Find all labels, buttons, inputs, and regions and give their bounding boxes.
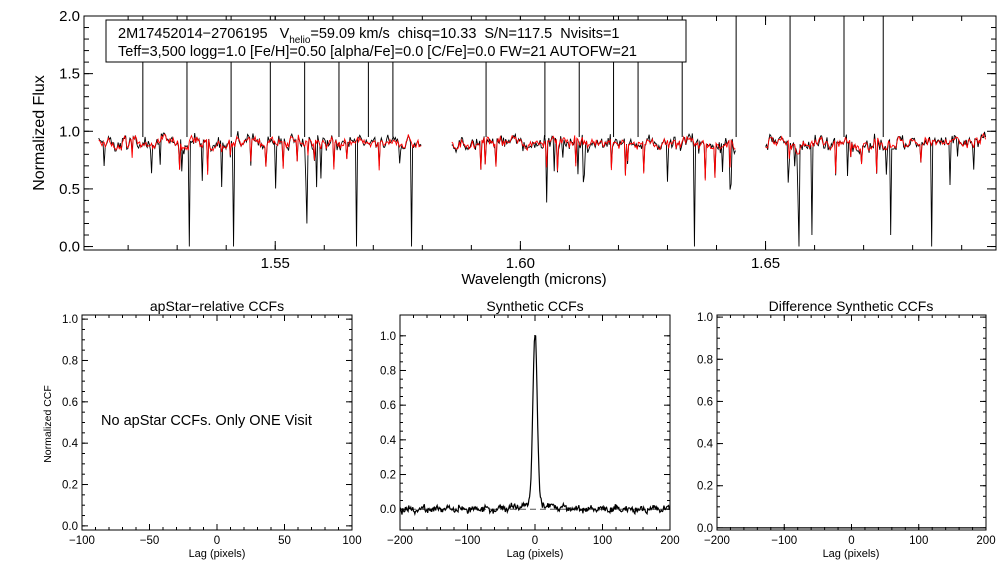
x-tick-label: −100 <box>771 535 797 547</box>
y-tick-label: 0.4 <box>697 439 714 451</box>
synthetic-ccf-xlabel: Lag (pixels) <box>507 548 564 560</box>
vhelio-subscript: helio <box>289 35 311 46</box>
difference-ccf-xlabel: Lag (pixels) <box>823 548 880 560</box>
y-tick-label: 0.6 <box>380 400 396 412</box>
spectrum-ylabel: Normalized Flux <box>31 75 48 191</box>
chisq-value: chisq=10.33 <box>398 26 477 42</box>
y-tick-label: 0.0 <box>380 504 396 516</box>
x-tick-label: −100 <box>455 535 481 547</box>
x-tick-label: 0 <box>214 535 220 547</box>
model-spectrum-line <box>451 134 736 181</box>
apstar-ccf-xlabel: Lag (pixels) <box>189 548 246 560</box>
ccf-peak-point <box>534 335 536 337</box>
spectrum-info-box: 2M17452014−2706195 Vhelio=59.09 km/s chisq… <box>105 19 687 63</box>
y-tick-label: 0.8 <box>380 365 396 377</box>
synthetic-ccf-panel: Synthetic CCFs −200 −100 0 100 200 0.0 0.2 0.4 0… <box>380 298 680 560</box>
y-tick-label: 0.0 <box>59 239 80 256</box>
x-tick-label: 200 <box>660 535 679 547</box>
y-tick-label: 0.6 <box>697 396 713 408</box>
y-tick-label: 1.0 <box>380 331 396 343</box>
spectrum-frame <box>83 15 997 251</box>
y-tick-label: 0.2 <box>380 470 396 482</box>
x-tick-label: −100 <box>69 535 95 547</box>
spectrum-axes: 1.55 1.60 1.65 0.0 0.5 1.0 1.5 2.0 <box>59 8 996 272</box>
synthetic-ccf-line <box>399 335 671 517</box>
apstar-ccf-ylabel: Normalized CCF <box>42 385 54 463</box>
difference-ccf-frame <box>716 314 987 531</box>
y-tick-label: 0.8 <box>697 354 713 366</box>
apstar-ccf-panel: apStar−relative CCFs −100 −50 0 50 100 0.0 0.2… <box>42 298 362 560</box>
y-tick-label: 1.5 <box>59 66 80 83</box>
observed-spectrum-line <box>98 131 422 247</box>
synthetic-ccf-axes: −200 −100 0 100 200 0.0 0.2 0.4 0.6 0.8 1.0 <box>380 315 680 547</box>
spectrum-xlabel: Wavelength (microns) <box>461 271 606 288</box>
difference-ccf-axes: −200 −100 0 100 200 0.0 0.2 0.4 0.6 0.8 1.0 <box>697 312 996 547</box>
x-tick-label: 1.65 <box>751 255 780 272</box>
synthetic-ccf-frame <box>399 314 671 531</box>
x-tick-label: 50 <box>278 535 291 547</box>
y-tick-label: 0.6 <box>62 397 78 409</box>
x-tick-label: −200 <box>704 535 730 547</box>
apstar-ccf-message: No apStar CCFs. Only ONE Visit <box>101 413 312 429</box>
x-tick-label: 0 <box>848 535 854 547</box>
y-tick-label: 0.0 <box>697 523 713 535</box>
x-tick-label: 1.55 <box>261 255 290 272</box>
difference-ccf-title: Difference Synthetic CCFs <box>769 298 934 314</box>
x-tick-label: 100 <box>342 535 361 547</box>
synthetic-ccf-traces <box>399 335 671 517</box>
info-line-1: 2M17452014−2706195 Vhelio=59.09 km/s chisq… <box>118 26 619 46</box>
x-tick-label: 0 <box>532 535 538 547</box>
y-tick-label: 0.5 <box>59 181 80 198</box>
vhelio-label: V <box>280 26 290 42</box>
x-tick-label: −50 <box>140 535 160 547</box>
apstar-ccf-title: apStar−relative CCFs <box>150 298 284 314</box>
y-tick-label: 1.0 <box>697 312 713 324</box>
y-tick-label: 0.0 <box>62 521 78 533</box>
x-tick-label: −200 <box>387 535 413 547</box>
y-tick-label: 0.8 <box>62 355 78 367</box>
synthetic-ccf-title: Synthetic CCFs <box>486 298 583 314</box>
vhelio-value: =59.09 km/s <box>310 26 389 42</box>
info-box-frame <box>105 19 687 63</box>
info-line-2: Teff=3,500 logg=1.0 [Fe/H]=0.50 [alpha/F… <box>118 44 637 60</box>
x-tick-label: 100 <box>909 535 928 547</box>
observed-spectrum-line <box>451 132 736 247</box>
y-tick-label: 1.0 <box>62 314 78 326</box>
y-tick-label: 0.4 <box>62 438 79 450</box>
model-spectrum-line <box>765 132 987 174</box>
x-tick-label: 200 <box>976 535 995 547</box>
star-id: 2M17452014−2706195 <box>118 26 268 42</box>
y-tick-label: 2.0 <box>59 8 80 25</box>
model-spectrum-line <box>98 133 422 175</box>
sn-value: S/N=117.5 <box>484 26 552 42</box>
x-tick-label: 100 <box>593 535 612 547</box>
difference-ccf-panel: Difference Synthetic CCFs −200 −100 0 100 20… <box>697 298 996 560</box>
y-tick-label: 0.2 <box>697 481 713 493</box>
y-tick-label: 1.0 <box>59 123 80 140</box>
y-tick-label: 0.2 <box>62 480 78 492</box>
nvisits-value: Nvisits=1 <box>560 26 619 42</box>
x-tick-label: 1.60 <box>506 255 535 272</box>
spectrum-panel: 1.55 1.60 1.65 0.0 0.5 1.0 1.5 2.0 Normalized F… <box>31 8 997 288</box>
y-tick-label: 0.4 <box>380 435 397 447</box>
apstar-ccf-axes: −100 −50 0 50 100 0.0 0.2 0.4 0.6 0.8 1.0 <box>62 314 362 547</box>
